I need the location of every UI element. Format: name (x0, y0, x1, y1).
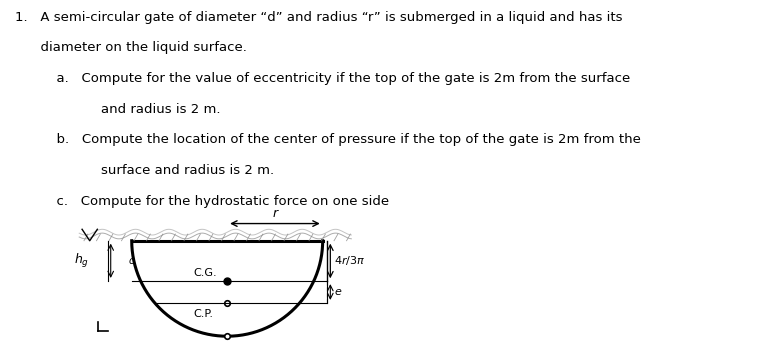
Text: C.P.: C.P. (194, 310, 214, 320)
Text: c.   Compute for the hydrostatic force on one side: c. Compute for the hydrostatic force on … (31, 194, 389, 208)
Text: a.   Compute for the value of eccentricity if the top of the gate is 2m from the: a. Compute for the value of eccentricity… (31, 72, 630, 85)
Text: and radius is 2 m.: and radius is 2 m. (50, 103, 220, 116)
Text: r: r (272, 207, 278, 220)
Text: e: e (334, 287, 341, 297)
Text: $4r /3\pi$: $4r /3\pi$ (334, 254, 365, 267)
Text: C.G.: C.G. (194, 268, 217, 278)
Text: diameter on the liquid surface.: diameter on the liquid surface. (15, 41, 247, 54)
Text: b.   Compute the location of the center of pressure if the top of the gate is 2m: b. Compute the location of the center of… (31, 133, 640, 146)
Text: 1.   A semi-circular gate of diameter “d” and radius “r” is submerged in a liqui: 1. A semi-circular gate of diameter “d” … (15, 11, 623, 24)
Text: surface and radius is 2 m.: surface and radius is 2 m. (50, 164, 274, 177)
Text: $h_g$: $h_g$ (74, 252, 89, 270)
Text: c: c (129, 256, 134, 266)
